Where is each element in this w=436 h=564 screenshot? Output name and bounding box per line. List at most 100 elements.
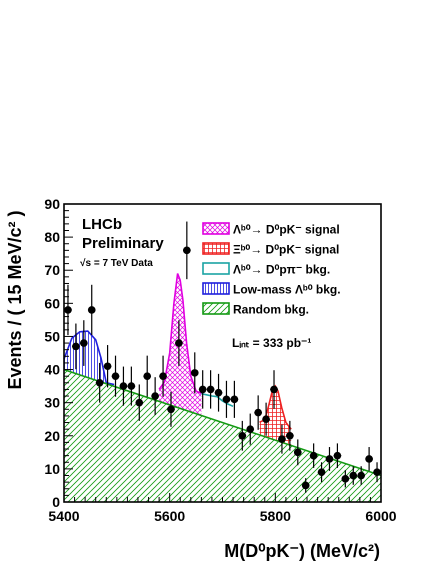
x-tick-label: 5600 (154, 508, 185, 524)
data-marker (151, 392, 159, 400)
data-point (333, 443, 342, 468)
component-fills (64, 273, 381, 502)
data-point (301, 478, 310, 493)
data-marker (111, 372, 120, 380)
y-axis-label: Events / ( 15 MeV/c² ) (5, 210, 25, 389)
x-axis-label: M(D⁰pK⁻) (MeV/c²) (224, 541, 380, 561)
data-marker (341, 475, 350, 483)
annotation-energy: √s = 7 TeV Data (80, 258, 153, 269)
data-point (286, 420, 294, 451)
data-marker (317, 468, 326, 477)
legend-label: Λᵇ⁰→ D⁰pK⁻ signal (233, 223, 340, 237)
axis-ticks: 5400 5600 5800 6000 0 10 20 30 40 50 60 70 80 90 (44, 196, 396, 524)
data-point (309, 443, 318, 468)
data-point (349, 466, 358, 485)
data-point (262, 402, 270, 436)
xib-signal-fill (259, 386, 292, 446)
data-point (206, 370, 215, 409)
data-marker (278, 435, 286, 443)
data-marker (87, 306, 96, 314)
legend-label: Low-mass Λᵇ⁰ bkg. (233, 283, 341, 297)
data-marker (175, 339, 183, 347)
legend-label: Ξᵇ⁰→ D⁰pK⁻ signal (233, 243, 339, 257)
data-point (167, 391, 175, 427)
data-point (159, 355, 167, 397)
data-point (143, 355, 152, 397)
x-axis-title: M(D⁰pK⁻) (MeV/c²) (224, 541, 380, 561)
y-tick-label: 80 (44, 229, 60, 245)
data-marker (206, 385, 215, 394)
low-mass-bkg-curve (63, 330, 115, 386)
data-point (80, 320, 88, 366)
data-point (365, 447, 373, 471)
data-point (254, 395, 262, 430)
y-tick-label: 20 (44, 428, 60, 444)
y-axis-title: Events / ( 15 MeV/c² ) (5, 210, 25, 389)
x-tick-label: 5800 (260, 508, 291, 524)
data-point (357, 466, 365, 485)
data-marker (190, 369, 199, 377)
legend-swatch (202, 262, 230, 275)
data-marker (95, 379, 104, 387)
data-point (175, 320, 183, 366)
data-point (293, 439, 302, 466)
data-point (87, 284, 96, 336)
data-marker (270, 385, 278, 394)
data-point (72, 323, 80, 370)
legend-entry: Λᵇ⁰→ D⁰pK⁻ signal (202, 222, 340, 237)
data-point (270, 370, 278, 409)
data-marker (293, 448, 302, 457)
data-marker (262, 415, 270, 424)
y-tick-label: 90 (44, 196, 60, 212)
data-marker (325, 455, 334, 463)
data-point (103, 345, 112, 388)
legend-label: Λᵇ⁰→ D⁰pπ⁻ bkg. (233, 263, 330, 277)
data-marker (183, 246, 191, 255)
data-marker (127, 382, 136, 390)
data-marker (143, 372, 152, 380)
data-marker (349, 471, 358, 480)
annotation-lhcb: LHCb Preliminary √s = 7 TeV Data Lᵢₙₜ = … (80, 216, 311, 350)
data-point (135, 384, 144, 421)
data-marker (103, 362, 112, 371)
data-marker (72, 342, 80, 351)
annotation-luminosity: Lᵢₙₜ = 333 pb⁻¹ (232, 336, 311, 350)
legend-entry: Low-mass Λᵇ⁰ bkg. (202, 282, 341, 297)
data-marker (80, 339, 88, 347)
data-marker (159, 372, 167, 380)
y-tick-label: 30 (44, 395, 60, 411)
data-marker (167, 405, 175, 414)
y-tick-label: 10 (44, 461, 60, 477)
data-marker (254, 408, 262, 417)
y-tick-label: 50 (44, 328, 60, 344)
annotation-status: Preliminary (82, 235, 164, 252)
data-marker (246, 425, 255, 433)
data-point (246, 413, 255, 445)
data-point (341, 470, 350, 488)
data-marker (309, 451, 318, 460)
data-point (151, 377, 159, 415)
data-point (238, 420, 247, 451)
legend-entry: Random bkg. (202, 302, 309, 317)
data-marker (198, 385, 207, 394)
data-marker (135, 398, 144, 407)
data-marker (238, 431, 247, 440)
data-point (214, 373, 223, 412)
data-point (127, 366, 136, 406)
data-marker (373, 468, 381, 477)
data-point (95, 362, 104, 403)
legend-swatch (202, 222, 230, 235)
data-point (317, 462, 326, 483)
data-point (278, 424, 286, 454)
lb-signal-curve (158, 273, 202, 395)
y-tick-label: 60 (44, 295, 60, 311)
legend-swatch (202, 302, 230, 315)
legend-label: Random bkg. (233, 303, 309, 317)
data-point (230, 380, 239, 418)
data-points (64, 221, 381, 493)
legend-swatch (202, 242, 230, 255)
data-point (198, 370, 207, 409)
y-tick-label: 0 (52, 494, 60, 510)
data-point (190, 352, 199, 394)
